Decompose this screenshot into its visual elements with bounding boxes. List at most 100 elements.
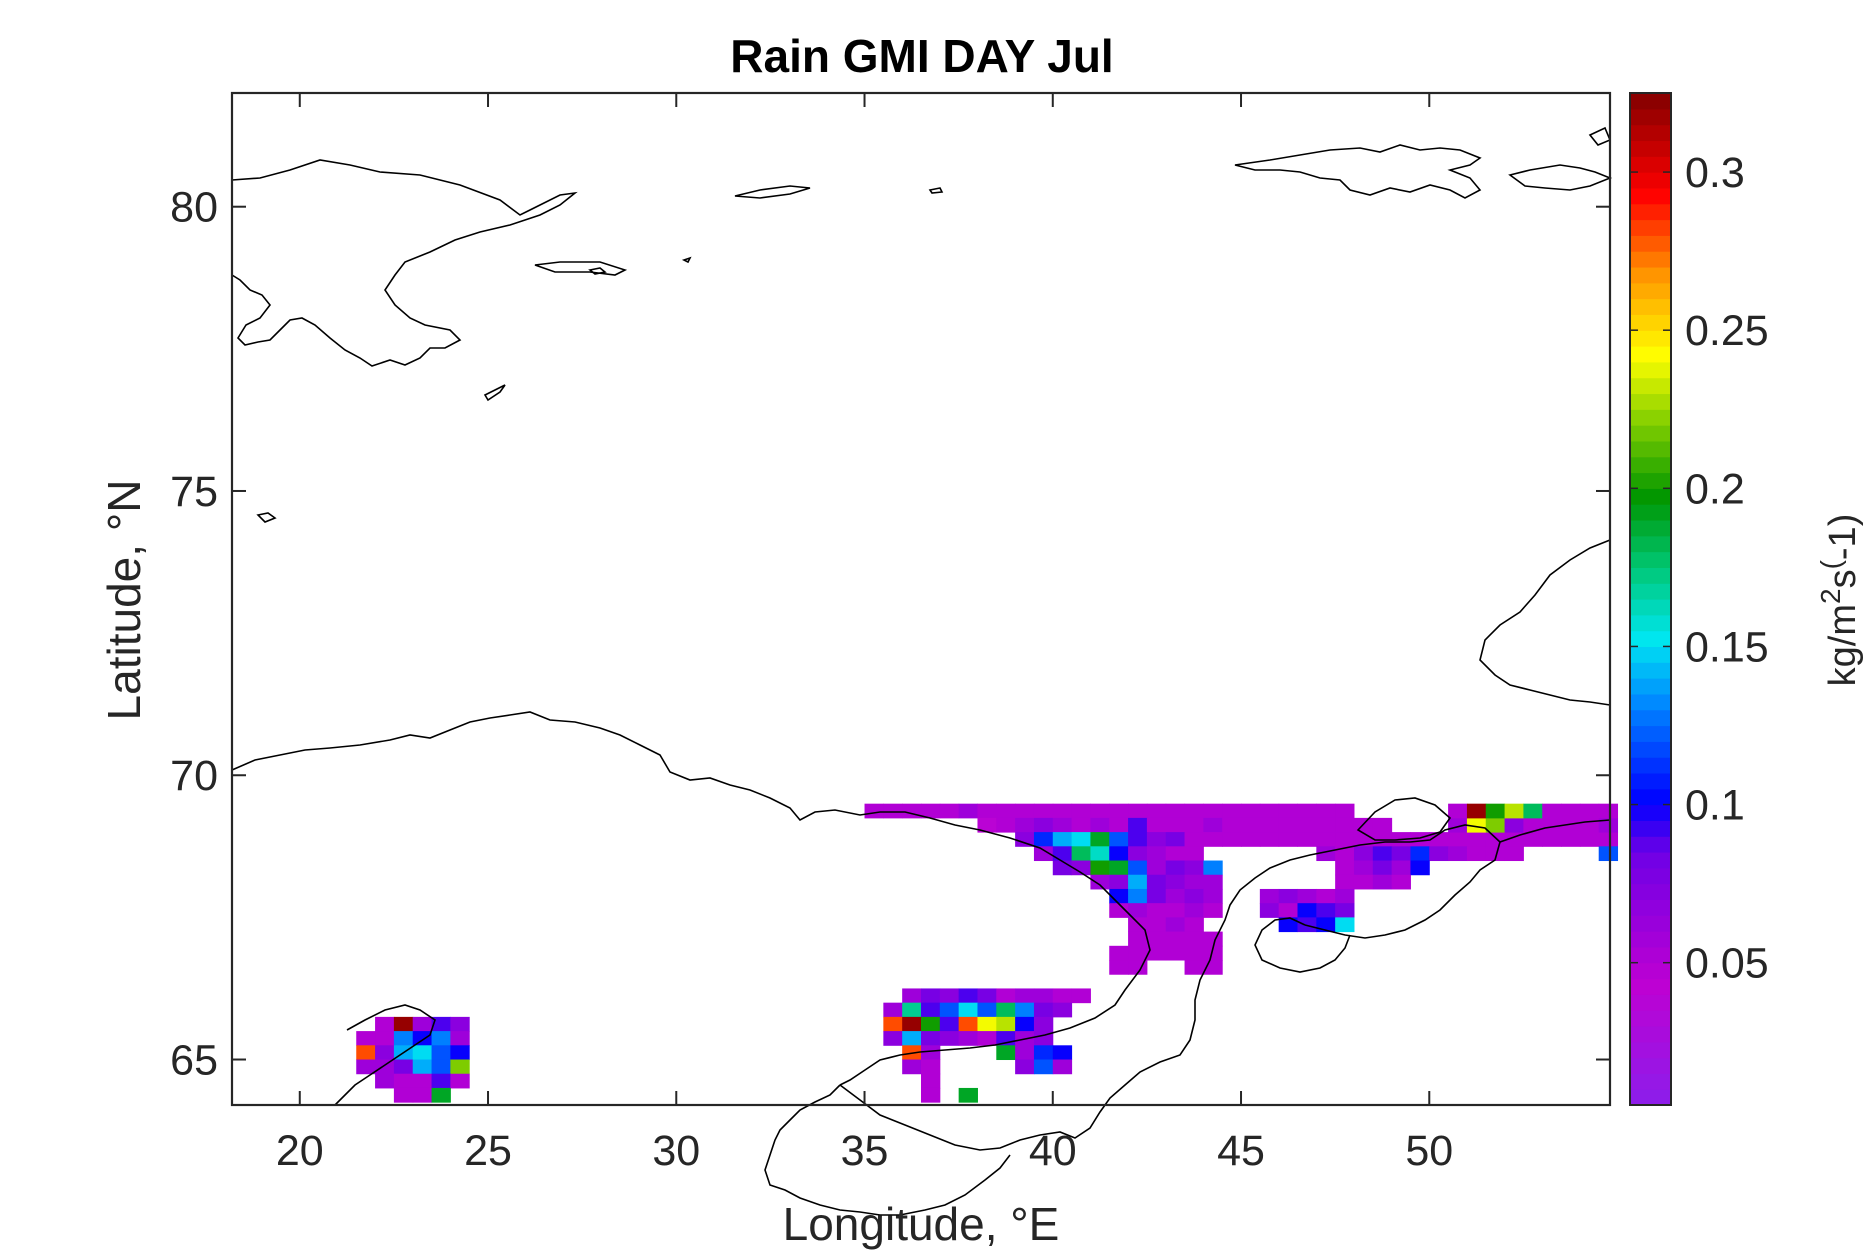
rain-cell — [356, 1059, 376, 1075]
rain-cell — [1448, 803, 1468, 819]
rain-cell — [1297, 803, 1317, 819]
rain-cell — [1109, 874, 1129, 890]
rain-cell — [1448, 832, 1468, 847]
rain-cell — [1372, 860, 1393, 876]
rain-cell — [1015, 1059, 1035, 1075]
x-tick-label: 40 — [1029, 1127, 1077, 1175]
rain-cell — [1278, 832, 1299, 847]
rain-cell — [1335, 817, 1355, 833]
rain-cell — [1316, 888, 1336, 904]
rain-cell — [1146, 846, 1167, 862]
colorbar-stripe — [1630, 251, 1671, 268]
rain-cell — [1278, 888, 1299, 904]
rain-cell — [1523, 817, 1543, 833]
coastline-novaya-zemlya — [1479, 539, 1611, 706]
rain-cell — [1071, 803, 1091, 819]
x-tick-label: 50 — [1405, 1127, 1453, 1175]
colorbar-stripe — [1630, 440, 1671, 458]
rain-cell — [1259, 903, 1280, 918]
colorbar-stripe — [1630, 140, 1671, 157]
rain-cell — [1165, 917, 1186, 933]
rain-cell — [1335, 874, 1355, 890]
rain-cell — [977, 1016, 997, 1032]
colorbar-stripe — [1630, 282, 1671, 300]
colorbar-stripe — [1630, 836, 1671, 853]
rain-cell — [1466, 803, 1487, 819]
rain-cell — [1184, 803, 1204, 819]
colorbar-stripe — [1630, 725, 1671, 742]
rain-cell — [1146, 803, 1167, 819]
rain-cell — [375, 1016, 395, 1032]
rain-cell — [1203, 874, 1223, 890]
rain-cell — [902, 803, 922, 819]
colorbar-stripe — [1630, 187, 1671, 205]
rain-cell — [1410, 846, 1430, 862]
rain-cell — [450, 1016, 470, 1032]
rain-cells-layer — [356, 803, 1619, 1103]
x-tick-label: 25 — [464, 1127, 512, 1175]
rain-cell — [1128, 846, 1148, 862]
rain-cell — [1278, 917, 1299, 933]
rain-cell — [1466, 832, 1487, 847]
colorbar-stripe — [1630, 330, 1671, 347]
axis-ticks-layer: 20 25 30 35 40 45 50 65 70 75 80 — [170, 93, 1610, 1175]
rain-cell — [1335, 903, 1355, 918]
rain-cell — [450, 1045, 470, 1061]
rain-cell — [1146, 874, 1167, 890]
rain-cell — [921, 1031, 941, 1046]
rain-cell — [1015, 1045, 1035, 1061]
coastline-onega-bay — [764, 1084, 1011, 1216]
colorbar-stripe — [1630, 693, 1671, 711]
coastline-kanin — [1304, 824, 1501, 939]
rain-cell — [1184, 817, 1204, 833]
rain-cell — [1410, 860, 1430, 876]
colorbar-stripe — [1630, 1073, 1671, 1090]
coastline-island-3 — [588, 267, 607, 275]
rain-cell — [1071, 860, 1091, 876]
rain-cell — [1466, 817, 1487, 833]
rain-cell — [1052, 817, 1073, 833]
colorbar-label-mid: s — [1822, 569, 1864, 588]
rain-cell — [1316, 903, 1336, 918]
rain-cell — [921, 1059, 941, 1075]
rain-cell — [1561, 817, 1581, 833]
rain-cell — [977, 1002, 997, 1018]
colorbar-stripe — [1630, 946, 1671, 964]
coastline-island-6 — [256, 512, 277, 523]
coastline-scandinavia — [231, 711, 1151, 1086]
rain-cell — [375, 1073, 395, 1089]
rain-cell — [883, 1016, 903, 1032]
rain-cell — [1184, 945, 1204, 961]
rain-cell — [1033, 803, 1054, 819]
rain-cell — [1090, 832, 1110, 847]
rain-cell — [431, 1073, 451, 1089]
rain-cell — [1146, 860, 1167, 876]
rain-cell — [939, 1031, 960, 1046]
rain-cell — [1165, 903, 1186, 918]
colorbar-stripe — [1630, 203, 1671, 221]
rain-cell — [431, 1031, 451, 1046]
rain-cell — [1316, 846, 1336, 862]
colorbar-stripe — [1630, 1089, 1671, 1106]
rain-cell — [375, 1059, 395, 1075]
rain-cell — [1165, 860, 1186, 876]
colorbar-label-end: -1) — [1822, 514, 1864, 560]
rain-cell — [1203, 888, 1223, 904]
rain-cell — [356, 1045, 376, 1061]
colorbar-label-sup1: 2 — [1815, 588, 1846, 604]
rain-cell — [1128, 903, 1148, 918]
colorbar-stripe — [1630, 583, 1671, 600]
colorbar-stripe — [1630, 757, 1671, 774]
colorbar-stripe — [1630, 409, 1671, 426]
rain-cell — [1561, 832, 1581, 847]
rain-cell — [1184, 860, 1204, 876]
rain-cell — [939, 988, 960, 1004]
colorbar-stripe — [1630, 298, 1671, 315]
colorbar-stripe — [1630, 772, 1671, 790]
colorbar-stripe — [1630, 646, 1671, 663]
rain-cell — [1410, 832, 1430, 847]
rain-cell — [1184, 846, 1204, 862]
colorbar-stripe — [1630, 314, 1671, 331]
rain-cell — [1146, 945, 1167, 961]
rain-cell — [1146, 931, 1167, 947]
